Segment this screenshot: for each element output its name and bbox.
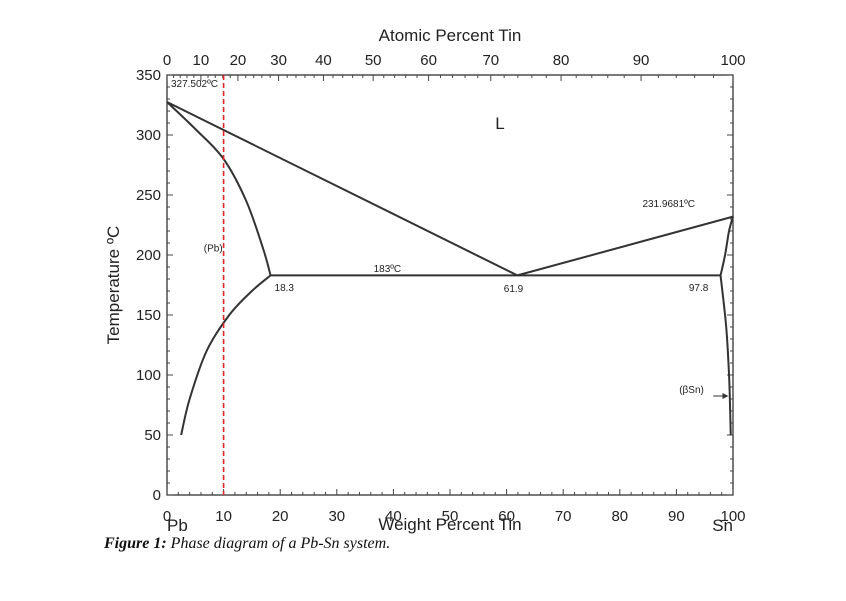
x-end-label-right: Sn <box>712 516 733 535</box>
phase-boundary-curve <box>517 215 734 277</box>
top-tick-label: 100 <box>720 52 745 69</box>
top-tick-label: 50 <box>365 52 382 69</box>
top-tick-label: 0 <box>163 52 171 69</box>
phase-boundary-lines <box>166 101 734 436</box>
y-tick-label: 50 <box>144 427 161 444</box>
x-tick-label: 20 <box>272 508 289 525</box>
x-tick-label: 50 <box>442 508 459 525</box>
x-end-label-left: Pb <box>167 516 188 535</box>
phase-diagram-chart: 0 10 20 30 40 50 60 70 80 90 100 0 10 20 30 40 50 60 70 80… <box>104 26 746 535</box>
top-tick-label: 70 <box>482 52 499 69</box>
figure-caption: Figure 1: Phase diagram of a Pb-Sn syste… <box>104 535 390 553</box>
top-tick-label: 90 <box>633 52 650 69</box>
top-tick-label: 40 <box>315 52 332 69</box>
y-tick-label: 100 <box>136 367 161 384</box>
x-tick-label: 30 <box>328 508 345 525</box>
x-tick-label: 70 <box>555 508 572 525</box>
x-tick-label: 100 <box>720 508 745 525</box>
y-tick-label: 200 <box>136 247 161 264</box>
x-tick-label: 60 <box>498 508 515 525</box>
liquid-phase-label: L <box>495 114 504 133</box>
annotation-label: 18.3 <box>275 283 295 294</box>
top-axis-ticks: 0 10 20 30 40 50 60 70 80 90 100 <box>163 52 746 81</box>
y-tick-label: 0 <box>153 487 161 504</box>
top-tick-label: 30 <box>270 52 287 69</box>
y-tick-label: 300 <box>136 127 161 144</box>
y-tick-label: 150 <box>136 307 161 324</box>
arrow-head-icon <box>722 393 729 399</box>
phase-boundary-curve <box>166 101 518 277</box>
x-tick-label: 10 <box>215 508 232 525</box>
x-axis-title: Weight Percent Tin <box>378 515 521 534</box>
annotation-label: 183ºC <box>374 264 402 275</box>
phase-boundary-curve <box>180 274 272 436</box>
annotation-label: 97.8 <box>689 283 709 294</box>
phase-boundary-curve <box>719 275 732 436</box>
annotation-label: 231.9681ºC <box>642 199 695 210</box>
plot-frame <box>166 74 734 496</box>
phase-boundary-curve <box>166 101 272 276</box>
y-tick-label: 350 <box>136 67 161 84</box>
top-axis-title: Atomic Percent Tin <box>379 26 522 45</box>
beta-sn-arrow <box>713 393 729 399</box>
annotation-label: (βSn) <box>679 385 704 396</box>
x-tick-label: 90 <box>668 508 685 525</box>
x-tick-label: 80 <box>611 508 628 525</box>
x-tick-label: 40 <box>385 508 402 525</box>
top-tick-label: 60 <box>420 52 437 69</box>
annotation-label: 61.9 <box>504 284 524 295</box>
top-tick-label: 20 <box>230 52 247 69</box>
annotation-label: 327.502ºC <box>171 79 218 90</box>
phase-boundary-curve <box>719 216 734 276</box>
top-tick-label: 80 <box>553 52 570 69</box>
figure-caption-text: Phase diagram of a Pb-Sn system. <box>166 535 391 552</box>
y-axis-ticks: 0 50 100 150 200 250 300 350 <box>136 67 733 504</box>
annotation-labels: 327.502ºC L 231.9681ºC (Pb) 183ºC 18.3 61.9 97.… <box>171 79 709 396</box>
top-tick-label: 10 <box>193 52 210 69</box>
x-tick-label: 0 <box>163 508 171 525</box>
y-axis-title: Temperature ºC <box>104 226 123 345</box>
y-tick-label: 250 <box>136 187 161 204</box>
figure-caption-label: Figure 1: <box>104 535 167 552</box>
annotation-label: (Pb) <box>204 243 223 254</box>
bottom-axis-ticks: 0 10 20 30 40 50 60 70 80 90 100 <box>163 489 746 525</box>
